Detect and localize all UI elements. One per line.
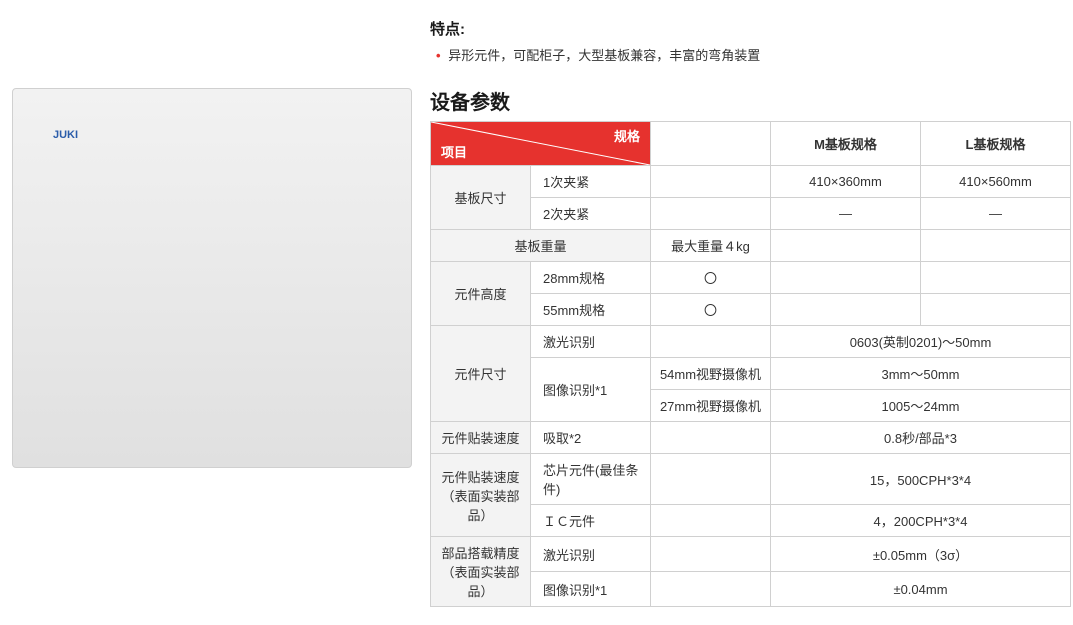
cell: ±0.04mm bbox=[771, 572, 1071, 607]
row-label-accuracy: 部品搭载精度 （表面实装部品） bbox=[431, 537, 531, 607]
cell bbox=[651, 422, 771, 454]
row-label-board-size: 基板尺寸 bbox=[431, 166, 531, 230]
cell: 2次夹紧 bbox=[531, 198, 651, 230]
header-l-spec: L基板规格 bbox=[921, 122, 1071, 166]
cell: — bbox=[771, 198, 921, 230]
cell: ±0.05mm（3σ） bbox=[771, 537, 1071, 572]
cell: 〇 bbox=[651, 294, 771, 326]
table-row: 元件高度 28mm规格 〇 bbox=[431, 262, 1071, 294]
cell: 27mm视野摄像机 bbox=[651, 390, 771, 422]
cell: 吸取*2 bbox=[531, 422, 651, 454]
section-title: 设备参数 bbox=[430, 86, 1071, 115]
row-label-comp-size: 元件尺寸 bbox=[431, 326, 531, 422]
cell bbox=[651, 198, 771, 230]
cell: 4，200CPH*3*4 bbox=[771, 505, 1071, 537]
header-blank bbox=[651, 122, 771, 166]
features-block: 特点: • 异形元件，可配柜子，大型基板兼容，丰富的弯角装置 bbox=[430, 18, 1071, 64]
table-row: 元件贴装速度 （表面实装部品） 芯片元件(最佳条件) 15，500CPH*3*4 bbox=[431, 454, 1071, 505]
cell bbox=[921, 230, 1071, 262]
cell: 1次夹紧 bbox=[531, 166, 651, 198]
table-row: 基板重量 最大重量４kg bbox=[431, 230, 1071, 262]
cell: 28mm规格 bbox=[531, 262, 651, 294]
label-line1: 部品搭载精度 bbox=[441, 546, 519, 561]
cell: 3mm～50mm bbox=[771, 358, 1071, 390]
cell bbox=[651, 166, 771, 198]
spec-column: 特点: • 异形元件，可配柜子，大型基板兼容，丰富的弯角装置 设备参数 规格 项… bbox=[430, 18, 1071, 607]
table-row: 部品搭载精度 （表面实装部品） 激光识别 ±0.05mm（3σ） bbox=[431, 537, 1071, 572]
cell: 1005～24mm bbox=[771, 390, 1071, 422]
bullet-icon: • bbox=[436, 48, 441, 63]
cell: 激光识别 bbox=[531, 326, 651, 358]
cell: 54mm视野摄像机 bbox=[651, 358, 771, 390]
cell bbox=[771, 294, 921, 326]
cell: 〇 bbox=[651, 262, 771, 294]
row-label-place-speed: 元件贴装速度 bbox=[431, 422, 531, 454]
cell bbox=[651, 505, 771, 537]
row-label-comp-height: 元件高度 bbox=[431, 262, 531, 326]
cell: 0.8秒/部品*3 bbox=[771, 422, 1071, 454]
machine-image-placeholder bbox=[12, 88, 412, 468]
cell: 最大重量４kg bbox=[651, 230, 771, 262]
cell: 激光识别 bbox=[531, 537, 651, 572]
cell bbox=[921, 294, 1071, 326]
cell: ＩＣ元件 bbox=[531, 505, 651, 537]
cell: — bbox=[921, 198, 1071, 230]
cell bbox=[921, 262, 1071, 294]
row-label-place-speed2: 元件贴装速度 （表面实装部品） bbox=[431, 454, 531, 537]
cell: 芯片元件(最佳条件) bbox=[531, 454, 651, 505]
cell: 410×560mm bbox=[921, 166, 1071, 198]
diag-bottom-label: 项目 bbox=[441, 142, 467, 161]
cell: 图像识别*1 bbox=[531, 572, 651, 607]
table-row: 元件尺寸 激光识别 0603(英制0201)～50mm bbox=[431, 326, 1071, 358]
cell bbox=[771, 262, 921, 294]
cell: 图像识别*1 bbox=[531, 358, 651, 422]
label-line2: （表面实装部品） bbox=[441, 565, 519, 599]
table-row: 基板尺寸 1次夹紧 410×360mm 410×560mm bbox=[431, 166, 1071, 198]
cell bbox=[651, 537, 771, 572]
table-header-row: 规格 项目 M基板规格 L基板规格 bbox=[431, 122, 1071, 166]
cell bbox=[651, 326, 771, 358]
cell bbox=[651, 454, 771, 505]
cell bbox=[771, 230, 921, 262]
diagonal-header: 规格 项目 bbox=[431, 122, 651, 166]
cell: 55mm规格 bbox=[531, 294, 651, 326]
table-row: 元件贴装速度 吸取*2 0.8秒/部品*3 bbox=[431, 422, 1071, 454]
spec-table: 规格 项目 M基板规格 L基板规格 基板尺寸 1次夹紧 410×360mm 41… bbox=[430, 121, 1071, 607]
features-label: 特点: bbox=[430, 21, 465, 38]
label-line2: （表面实装部品） bbox=[441, 489, 519, 523]
product-image-column bbox=[12, 18, 412, 607]
cell: 410×360mm bbox=[771, 166, 921, 198]
label-line1: 元件贴装速度 bbox=[441, 470, 519, 485]
header-m-spec: M基板规格 bbox=[771, 122, 921, 166]
features-line: • 异形元件，可配柜子，大型基板兼容，丰富的弯角装置 bbox=[436, 45, 1071, 64]
cell: 15，500CPH*3*4 bbox=[771, 454, 1071, 505]
diag-top-label: 规格 bbox=[614, 126, 640, 145]
row-label-board-weight: 基板重量 bbox=[431, 230, 651, 262]
features-text: 异形元件，可配柜子，大型基板兼容，丰富的弯角装置 bbox=[448, 48, 760, 63]
cell: 0603(英制0201)～50mm bbox=[771, 326, 1071, 358]
cell bbox=[651, 572, 771, 607]
